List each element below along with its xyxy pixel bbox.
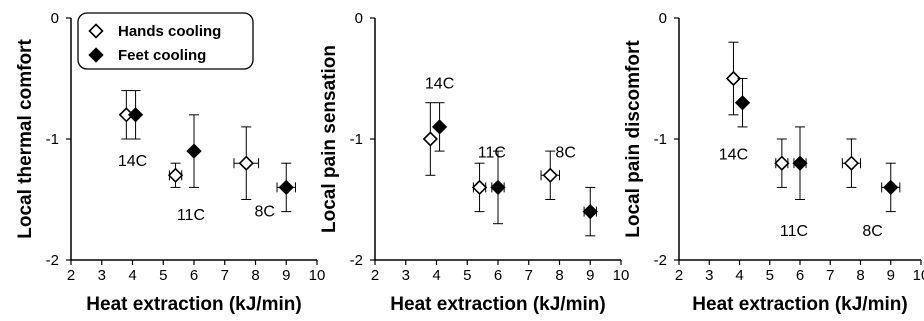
x-tick-label: 5 <box>766 267 774 284</box>
series-feet-cooling <box>734 78 901 213</box>
x-tick-label: 3 <box>402 267 410 284</box>
y-axis-title: Local pain discomfort <box>623 40 644 238</box>
y-tick-label: 0 <box>355 10 363 27</box>
y-tick-label: -2 <box>46 252 59 269</box>
temperature-label: 11C <box>478 144 506 161</box>
x-axis-title: Heat extraction (kJ/min) <box>390 294 605 315</box>
data-point <box>167 167 184 183</box>
y-axis-title: Local thermal comfort <box>15 39 36 239</box>
data-point <box>422 131 438 147</box>
x-tick-label: 5 <box>463 267 471 284</box>
y-tick-label: -1 <box>46 131 59 148</box>
x-tick-label: 6 <box>190 267 198 284</box>
chart-panel-3: 2 3 4 5 6 7 8 9 10 -2 -1 0 Heat extraction (kJ/min) L… <box>623 10 924 315</box>
chart-panel-2: 2 3 4 5 6 7 8 9 10 -2 -1 0 Heat extraction (kJ/min) L… <box>319 10 629 315</box>
x-tick-label: 7 <box>525 267 533 284</box>
data-point <box>471 179 488 196</box>
data-point <box>186 143 202 159</box>
x-tick-label: 3 <box>98 267 106 284</box>
temperature-label: 14C <box>425 75 454 92</box>
x-tick-label: 9 <box>586 267 594 284</box>
series-feet-cooling <box>127 90 296 213</box>
data-point <box>278 179 294 196</box>
series-feet-cooling <box>431 102 598 237</box>
legend-marker-hollow <box>88 23 104 39</box>
data-point <box>238 155 254 171</box>
x-tick-label: 2 <box>67 267 75 284</box>
data-point <box>883 179 899 196</box>
data-point <box>734 95 751 111</box>
x-axis-title: Heat extraction (kJ/min) <box>692 294 907 315</box>
x-tick-label: 9 <box>887 267 895 284</box>
chart-panel-1: 2 3 4 5 6 7 8 9 10 -2 -1 0 Heat extraction (kJ/min) L… <box>15 10 325 315</box>
x-tick-label: 9 <box>282 267 290 284</box>
legend-label: Hands cooling <box>118 23 221 40</box>
x-tick-label: 6 <box>796 267 804 284</box>
temperature-label: 8C <box>862 223 882 240</box>
x-tick-label: 2 <box>371 267 379 284</box>
temperature-label: 14C <box>118 153 147 170</box>
data-point <box>725 70 742 87</box>
data-point <box>774 155 790 171</box>
temperature-label: 14C <box>719 147 748 164</box>
x-tick-label: 8 <box>251 267 259 284</box>
x-tick-label: 6 <box>494 267 502 284</box>
legend-marker-filled <box>88 47 104 63</box>
y-tick-label: 0 <box>51 10 59 27</box>
data-point <box>843 155 860 171</box>
series-hands-cooling <box>118 90 260 200</box>
x-tick-label: 2 <box>675 267 683 284</box>
x-axis-title: Heat extraction (kJ/min) <box>86 294 301 315</box>
y-tick-label: -2 <box>350 252 363 269</box>
y-axis-title: Local pain sensation <box>319 45 340 233</box>
temperature-label: 11C <box>177 207 205 224</box>
y-tick-label: -2 <box>654 252 667 269</box>
legend-label: Feet cooling <box>118 47 206 64</box>
data-point <box>792 155 808 171</box>
x-tick-label: 8 <box>555 267 563 284</box>
data-point <box>542 167 558 183</box>
data-point <box>490 179 506 196</box>
x-tick-label: 10 <box>913 267 924 284</box>
x-tick-label: 8 <box>856 267 864 284</box>
x-tick-label: 4 <box>128 267 136 284</box>
series-hands-cooling <box>422 102 560 213</box>
temperature-label: 8C <box>254 204 274 221</box>
legend: Hands cooling Feet cooling <box>77 12 254 70</box>
legend-box <box>77 12 254 70</box>
data-point <box>582 203 598 220</box>
x-tick-label: 7 <box>826 267 834 284</box>
x-tick-label: 4 <box>735 267 743 284</box>
y-tick-label: 0 <box>659 10 667 27</box>
x-tick-label: 10 <box>309 267 326 284</box>
x-tick-label: 7 <box>221 267 229 284</box>
temperature-label: 8C <box>555 144 575 161</box>
y-tick-label: -1 <box>654 131 667 148</box>
x-tick-label: 3 <box>705 267 713 284</box>
x-tick-label: 10 <box>613 267 630 284</box>
temperature-label: 11C <box>780 223 808 240</box>
series-hands-cooling <box>725 41 861 188</box>
x-tick-label: 5 <box>159 267 167 284</box>
x-tick-label: 4 <box>432 267 440 284</box>
data-point <box>431 119 448 135</box>
y-tick-label: -1 <box>350 131 363 148</box>
data-point <box>127 107 144 123</box>
